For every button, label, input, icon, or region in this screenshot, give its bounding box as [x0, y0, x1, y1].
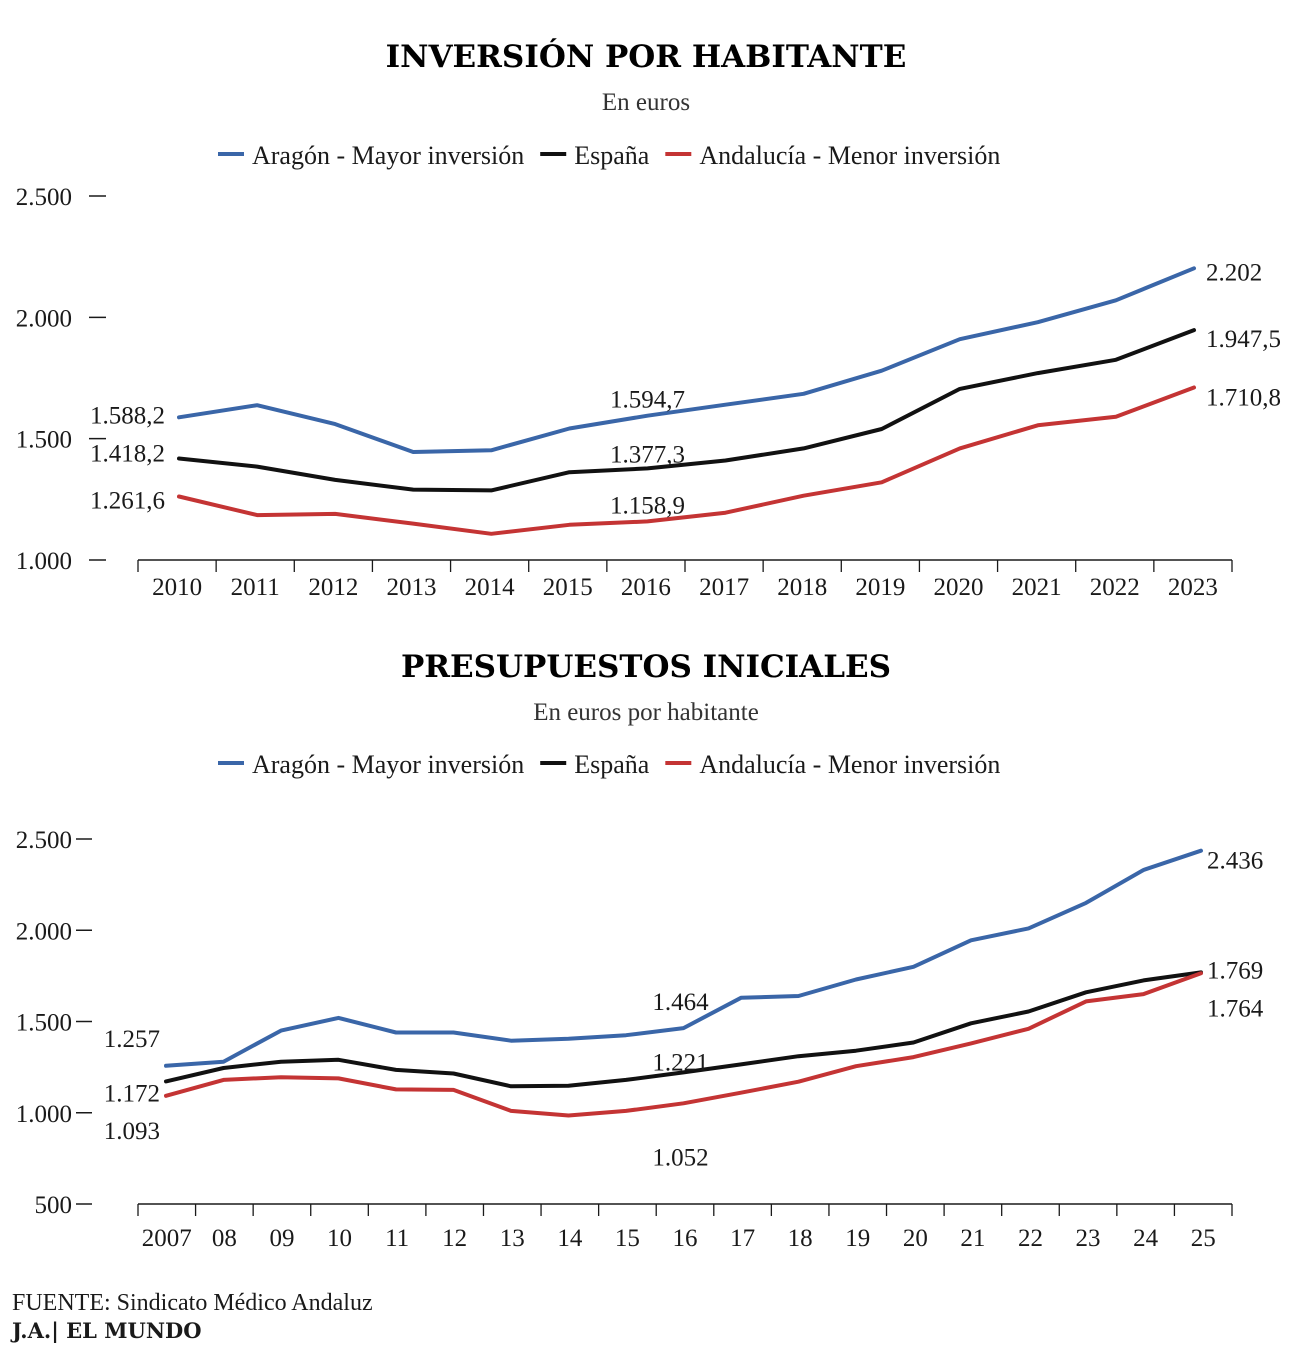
data-label: 2.436 [1207, 848, 1263, 875]
y-tick-label: 500 [35, 1192, 73, 1219]
y-tick-label: 1.000 [16, 1101, 72, 1128]
legend-label-3: Andalucía - Menor inversión [699, 750, 1000, 779]
x-tick-label: 25 [1191, 1225, 1216, 1252]
data-label: 2.202 [1206, 259, 1262, 286]
x-tick-label: 09 [269, 1225, 294, 1252]
x-tick-label: 2012 [308, 574, 358, 601]
x-tick-label: 2021 [1012, 574, 1062, 601]
series-line-3 [177, 385, 1196, 536]
x-tick-label: 2017 [699, 574, 749, 601]
x-tick-label: 22 [1018, 1225, 1043, 1252]
x-tick-label: 2023 [1168, 574, 1218, 601]
chart1-subtitle: En euros [602, 89, 690, 116]
chart2-legend: Aragón - Mayor inversión España Andalucía … [218, 750, 1000, 779]
data-label: 1.257 [104, 1026, 160, 1053]
x-tick-label: 12 [442, 1225, 467, 1252]
data-label: 1.093 [104, 1118, 160, 1145]
y-tick-label: 2.000 [16, 918, 72, 945]
data-label: 1.769 [1207, 957, 1263, 984]
data-label: 1.052 [652, 1144, 708, 1171]
y-tick-label: 1.500 [16, 427, 72, 454]
chart1-title: INVERSIÓN POR HABITANTE [386, 37, 907, 75]
x-tick-label: 08 [212, 1225, 237, 1252]
x-tick-label: 19 [845, 1225, 870, 1252]
y-tick-label: 2.000 [16, 305, 72, 332]
x-tick-label: 20 [903, 1225, 928, 1252]
data-label: 1.418,2 [90, 441, 165, 468]
legend-label-2: España [574, 750, 650, 779]
data-label: 1.158,9 [610, 492, 685, 519]
series-line-1 [164, 848, 1203, 1068]
x-tick-label: 2015 [543, 574, 593, 601]
x-tick-label: 2007 [142, 1225, 192, 1252]
data-label: 1.594,7 [610, 387, 685, 414]
series-line-2 [177, 328, 1196, 493]
x-tick-label: 2011 [231, 574, 280, 601]
chart2-title: PRESUPUESTOS INICIALES [401, 649, 891, 685]
series-line-3 [164, 971, 1203, 1118]
data-label: 1.710,8 [1206, 385, 1281, 412]
x-tick-label: 2020 [934, 574, 984, 601]
x-tick-label: 15 [615, 1225, 640, 1252]
series-line-1 [177, 266, 1196, 454]
x-tick-label: 23 [1076, 1225, 1101, 1252]
legend-label-1: Aragón - Mayor inversión [252, 141, 524, 170]
x-tick-label: 2013 [387, 574, 437, 601]
credit-line: J.A.| EL MUNDO [12, 1318, 202, 1343]
x-tick-label: 2014 [465, 574, 516, 601]
x-tick-label: 2016 [621, 574, 671, 601]
y-tick-label: 2.500 [16, 827, 72, 854]
data-label: 1.764 [1207, 995, 1264, 1022]
legend-label-3: Andalucía - Menor inversión [699, 141, 1000, 170]
chart2-plot: 2.500 2.000 1.500 1.000 500 2007 08 09 10 11 12 13 1… [16, 827, 1264, 1252]
legend-label-2: España [574, 141, 650, 170]
x-tick-label: 11 [385, 1225, 409, 1252]
x-tick-label: 16 [673, 1225, 698, 1252]
source-note: FUENTE: Sindicato Médico Andaluz [12, 1290, 373, 1316]
data-label: 1.221 [652, 1049, 708, 1076]
series-line-2 [164, 970, 1203, 1089]
legend-label-1: Aragón - Mayor inversión [252, 750, 524, 779]
data-label: 1.947,5 [1206, 326, 1281, 353]
x-tick-label: 2019 [855, 574, 905, 601]
x-tick-label: 2018 [777, 574, 827, 601]
chart1-legend: Aragón - Mayor inversión España Andalucía … [218, 141, 1000, 170]
x-tick-label: 10 [327, 1225, 352, 1252]
x-tick-label: 14 [557, 1225, 583, 1252]
x-tick-label: 2010 [152, 574, 202, 601]
x-tick-label: 24 [1133, 1225, 1159, 1252]
chart2-subtitle: En euros por habitante [533, 699, 759, 726]
x-tick-label: 18 [788, 1225, 813, 1252]
x-tick-label: 2022 [1090, 574, 1140, 601]
data-label: 1.588,2 [90, 402, 165, 429]
x-tick-label: 21 [960, 1225, 985, 1252]
data-label: 1.464 [652, 989, 709, 1016]
y-tick-label: 1.000 [16, 548, 72, 575]
y-tick-label: 1.500 [16, 1010, 72, 1037]
data-label: 1.172 [104, 1080, 160, 1107]
data-label: 1.261,6 [90, 488, 165, 515]
chart1-plot: 2.500 2.000 1.500 1.000 2010 2011 2012 2013 2014… [16, 184, 1281, 601]
x-tick-label: 17 [730, 1225, 755, 1252]
data-label: 1.377,3 [610, 441, 685, 468]
x-tick-label: 13 [500, 1225, 525, 1252]
y-tick-label: 2.500 [16, 184, 72, 211]
